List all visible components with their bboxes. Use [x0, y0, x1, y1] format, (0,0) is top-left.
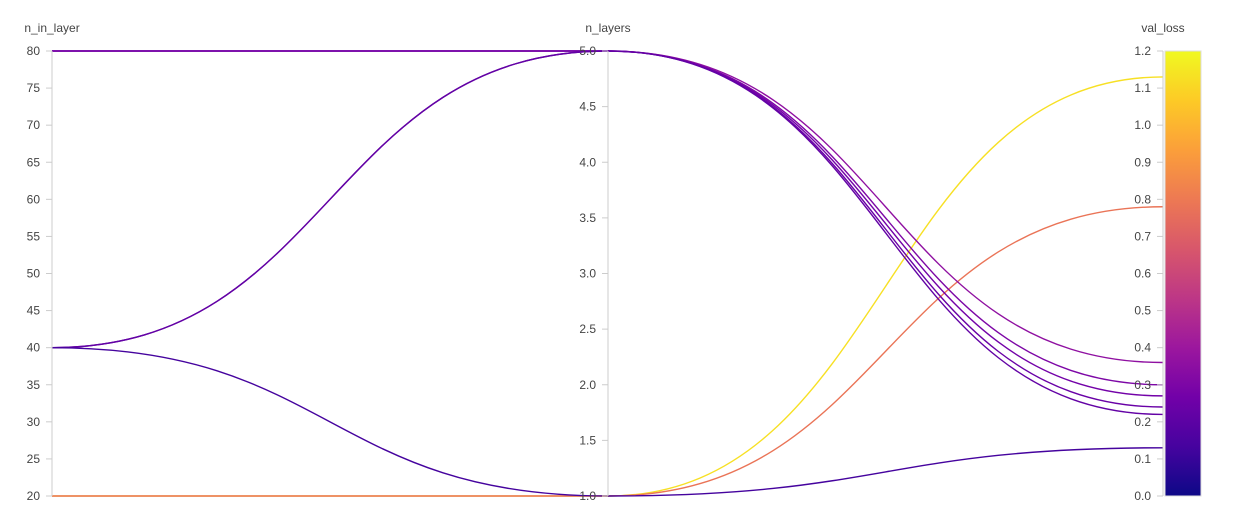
- tick-label: 60: [27, 192, 41, 206]
- axis-n_in_layer[interactable]: n_in_layer 20 25 30 35 40 45 50 55 60 65 70 75 80: [24, 21, 79, 503]
- tick-label: 75: [27, 81, 41, 95]
- axes: n_in_layer 20 25 30 35 40 45 50 55 60 65 70 75 80 n_la…: [24, 21, 1184, 503]
- colorbar: [1164, 50, 1202, 497]
- tick-label: 40: [27, 341, 41, 355]
- tick-label: 0.9: [1134, 155, 1151, 169]
- tick-label: 65: [27, 155, 41, 169]
- tick-label: 70: [27, 118, 41, 132]
- tick-label: 80: [27, 44, 41, 58]
- tick-label: 0.4: [1134, 341, 1151, 355]
- axis-title: n_in_layer: [24, 21, 79, 35]
- tick-label: 4.5: [579, 100, 596, 114]
- tick-label: 0.1: [1134, 452, 1151, 466]
- axis-title: n_layers: [585, 21, 630, 35]
- tick-label: 0.3: [1134, 378, 1151, 392]
- data-line: [52, 206, 1164, 497]
- tick-label: 1.1: [1134, 81, 1151, 95]
- tick-label: 1.2: [1134, 44, 1151, 58]
- tick-label: 1.5: [579, 433, 596, 447]
- tick-label: 2.0: [579, 378, 596, 392]
- tick-label: 55: [27, 229, 41, 243]
- tick-label: 20: [27, 489, 41, 503]
- tick-label: 4.0: [579, 155, 596, 169]
- tick-label: 0.8: [1134, 192, 1151, 206]
- tick-label: 0.2: [1134, 415, 1151, 429]
- tick-label: 30: [27, 415, 41, 429]
- tick-label: 1.0: [579, 489, 596, 503]
- tick-label: 1.0: [1134, 118, 1151, 132]
- tick-label: 0.7: [1134, 229, 1151, 243]
- tick-label: 3.5: [579, 211, 596, 225]
- tick-label: 5.0: [579, 44, 596, 58]
- tick-label: 3.0: [579, 267, 596, 281]
- tick-label: 25: [27, 452, 41, 466]
- tick-label: 0.5: [1134, 304, 1151, 318]
- tick-label: 50: [27, 267, 41, 281]
- axis-val_loss[interactable]: val_loss 0.0 0.1 0.2 0.3 0.4 0.5 0.6 0.7 0.8 0.9 1.…: [1134, 21, 1184, 503]
- axis-n_layers[interactable]: n_layers 1.0 1.5 2.0 2.5 3.0 3.5 4.0 4.5 5.0: [579, 21, 630, 503]
- axis-title: val_loss: [1141, 21, 1184, 35]
- tick-label: 2.5: [579, 322, 596, 336]
- tick-label: 35: [27, 378, 41, 392]
- tick-label: 0.0: [1134, 489, 1151, 503]
- tick-label: 0.6: [1134, 267, 1151, 281]
- colorbar-gradient: [1164, 50, 1202, 497]
- tick-label: 45: [27, 304, 41, 318]
